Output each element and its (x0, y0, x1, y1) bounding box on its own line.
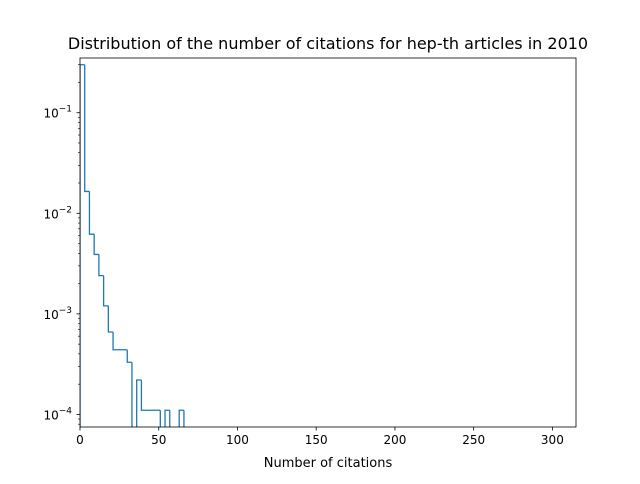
histogram-bin-11 (140, 379, 161, 411)
axes: 0 50 100 150 200 250 300 10−1 10−2 10−3 10−4 (43, 57, 577, 447)
histogram-bin-3 (93, 234, 99, 256)
histogram-bin-6 (107, 305, 114, 333)
histogram-bin-2 (88, 191, 95, 235)
x-tick-label: 250 (462, 433, 485, 447)
axes-frame (79, 57, 577, 428)
histogram-bin-4 (98, 254, 104, 277)
x-tick-label: 150 (305, 433, 328, 447)
x-tick-label: 300 (541, 433, 564, 447)
x-tick-label: 0 (76, 433, 84, 447)
x-axis-label: Number of citations (264, 456, 393, 471)
histogram-bin-16 (183, 410, 185, 427)
y-tick-label: 10−1 (43, 105, 72, 121)
y-tick-label: 10−2 (43, 205, 72, 221)
x-tick-label: 50 (151, 433, 166, 447)
x-tick-label: 200 (383, 433, 406, 447)
histogram-bin-10 (136, 379, 142, 427)
histogram-bin-12 (159, 410, 161, 427)
histogram-bin-7 (112, 332, 128, 351)
histogram-bin-9 (131, 362, 133, 427)
histogram-bin-5 (102, 275, 109, 307)
histogram-bin-1 (84, 64, 90, 193)
histogram-bin-0 (80, 64, 85, 427)
x-tick-label: 100 (226, 433, 249, 447)
histogram-bin-15 (178, 409, 184, 427)
histogram-bin-14 (169, 410, 171, 427)
y-tick-label: 10−4 (43, 406, 72, 422)
chart-title: Distribution of the number of citations … (68, 34, 588, 53)
histogram-bin-13 (164, 409, 170, 427)
histogram-bin-8 (126, 349, 132, 363)
y-tick-label: 10−3 (43, 306, 72, 322)
histogram-step-series (80, 64, 185, 427)
